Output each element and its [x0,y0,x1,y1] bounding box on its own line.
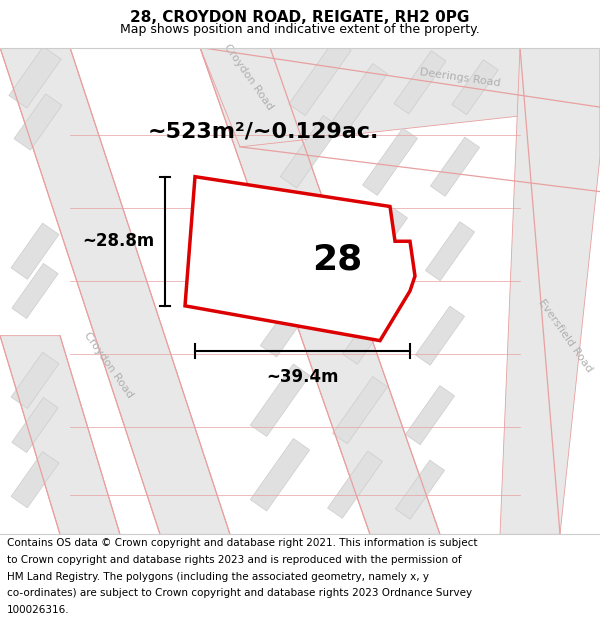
Polygon shape [362,128,418,196]
Polygon shape [260,284,320,357]
Polygon shape [332,376,388,444]
Polygon shape [353,208,407,275]
Text: Eversfield Road: Eversfield Road [536,298,594,374]
Polygon shape [395,460,445,519]
Text: 28: 28 [313,243,362,277]
Polygon shape [328,451,382,518]
Polygon shape [430,138,479,196]
Polygon shape [415,306,464,365]
Polygon shape [343,297,397,364]
Polygon shape [289,39,351,116]
Polygon shape [452,60,498,115]
Polygon shape [11,352,59,409]
Polygon shape [12,398,58,452]
Polygon shape [11,452,59,508]
Polygon shape [500,48,600,534]
Text: HM Land Registry. The polygons (including the associated geometry, namely x, y: HM Land Registry. The polygons (includin… [7,571,429,581]
Polygon shape [200,48,440,534]
Polygon shape [0,336,120,534]
Text: ~523m²/~0.129ac.: ~523m²/~0.129ac. [148,122,379,142]
Polygon shape [332,64,388,131]
Text: Contains OS data © Crown copyright and database right 2021. This information is : Contains OS data © Crown copyright and d… [7,538,478,548]
Polygon shape [270,195,330,268]
Text: co-ordinates) are subject to Crown copyright and database rights 2023 Ordnance S: co-ordinates) are subject to Crown copyr… [7,588,472,598]
Text: Croydon Road: Croydon Road [82,331,134,400]
Polygon shape [394,51,446,114]
Polygon shape [250,439,310,511]
Text: ~39.4m: ~39.4m [266,369,339,386]
Polygon shape [425,222,475,281]
Text: to Crown copyright and database rights 2023 and is reproduced with the permissio: to Crown copyright and database rights 2… [7,555,462,565]
Text: 28, CROYDON ROAD, REIGATE, RH2 0PG: 28, CROYDON ROAD, REIGATE, RH2 0PG [130,11,470,26]
Polygon shape [0,48,230,534]
Text: ~28.8m: ~28.8m [83,232,155,250]
Text: Croydon Road: Croydon Road [221,42,274,112]
Polygon shape [250,364,310,436]
Polygon shape [11,223,59,279]
Polygon shape [185,177,415,341]
Polygon shape [12,263,58,319]
Polygon shape [9,47,61,108]
Text: 100026316.: 100026316. [7,605,70,615]
Text: Deerings Road: Deerings Road [419,67,501,88]
Polygon shape [200,48,600,147]
Polygon shape [406,386,455,444]
Polygon shape [280,116,340,188]
Text: Map shows position and indicative extent of the property.: Map shows position and indicative extent… [120,22,480,36]
Polygon shape [14,94,62,150]
